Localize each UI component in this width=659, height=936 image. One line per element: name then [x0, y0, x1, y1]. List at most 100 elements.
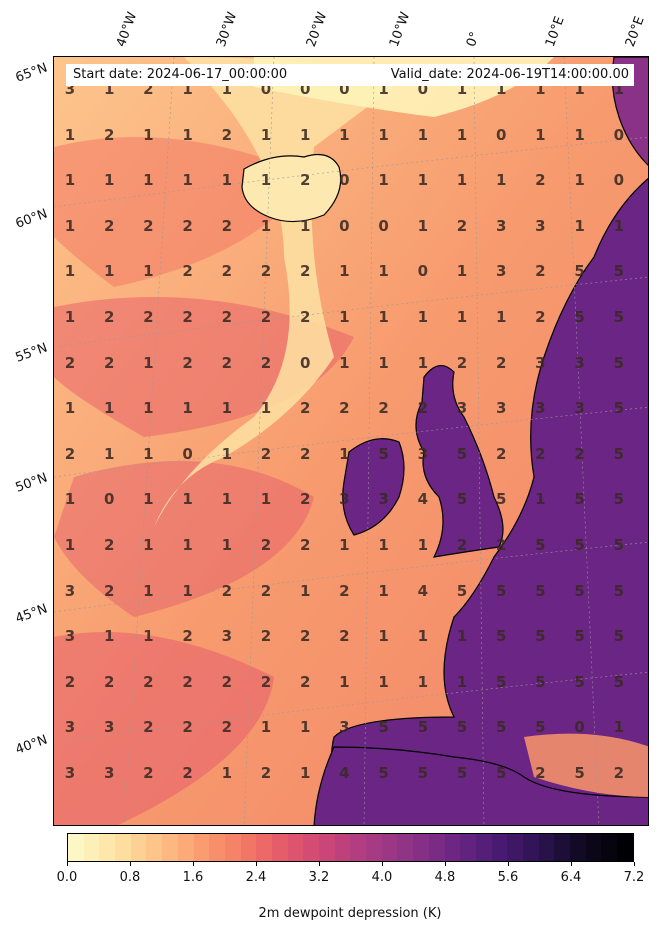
colorbar-segment	[303, 834, 319, 861]
grid-value: 1	[221, 171, 233, 190]
grid-value: 5	[613, 536, 625, 554]
grid-value: 1	[299, 718, 311, 737]
grid-value: 5	[613, 444, 625, 463]
grid-value: 1	[182, 581, 193, 600]
grid-value: 0	[299, 80, 311, 98]
grid-value: 3	[64, 627, 76, 646]
colorbar-segment	[460, 834, 476, 861]
grid-value: 1	[378, 308, 389, 326]
colorbar-segment	[334, 834, 351, 861]
grid-value: 2	[182, 353, 193, 372]
grid-value: 1	[143, 353, 154, 372]
grid-value: 2	[64, 353, 76, 372]
grid-value: 1	[143, 490, 154, 509]
grid-value: 2	[260, 536, 272, 554]
grid-value: 5	[535, 718, 546, 737]
grid-value: 0	[613, 125, 625, 144]
grid-value: 5	[535, 672, 546, 691]
grid-value: 1	[456, 627, 468, 646]
grid-value: 0	[495, 125, 507, 144]
grid-value: 2	[299, 536, 311, 554]
colorbar-segment	[83, 834, 100, 861]
grid-value: 1	[299, 216, 311, 235]
grid-value: 2	[378, 399, 389, 418]
grid-value: 2	[574, 444, 585, 463]
grid-value: 2	[143, 216, 154, 235]
grid-value: 2	[495, 444, 507, 463]
grid-value: 2	[182, 308, 193, 326]
grid-value: 5	[613, 490, 625, 509]
grid-value: 1	[260, 490, 272, 509]
grid-value: 1	[535, 125, 546, 144]
grid-value: 5	[574, 581, 585, 600]
grid-value: 1	[143, 536, 154, 554]
grid-value: 3	[64, 764, 76, 782]
grid-value: 1	[182, 125, 193, 144]
colorbar-tick-mark	[67, 862, 68, 866]
grid-value: 1	[64, 308, 76, 326]
grid-value: 5	[495, 764, 507, 782]
grid-value: 2	[299, 308, 311, 326]
colorbar-tick-mark	[445, 862, 446, 866]
grid-value: 2	[103, 672, 115, 691]
colorbar-label: 2m dewpoint depression (K)	[258, 906, 442, 921]
lon-label-10w: 10°W	[386, 10, 414, 49]
grid-value: 5	[613, 308, 625, 326]
lon-label-20e: 20°E	[622, 14, 648, 50]
colorbar-tick-mark	[508, 862, 509, 866]
grid-value: 1	[221, 536, 233, 554]
grid-value: 3	[103, 718, 115, 737]
grid-value: 1	[182, 399, 193, 418]
grid-value: 1	[103, 444, 115, 463]
colorbar-tick-mark	[382, 862, 383, 866]
grid-value: 1	[574, 171, 585, 190]
grid-value: 3	[339, 490, 350, 509]
grid-value: 3	[339, 718, 350, 737]
grid-value: 1	[417, 353, 429, 372]
grid-value: 1	[613, 80, 625, 98]
grid-value: 3	[456, 399, 468, 418]
colorbar-segment	[538, 834, 555, 861]
colorbar-tick-mark	[130, 862, 131, 866]
grid-value: 2	[299, 672, 311, 691]
grid-value: 0	[574, 718, 585, 737]
grid-value: 1	[378, 80, 389, 98]
grid-value: 1	[103, 171, 115, 190]
grid-value: 2	[182, 672, 193, 691]
grid-value: 2	[299, 490, 311, 509]
grid-value: 0	[417, 80, 429, 98]
grid-value: 2	[143, 718, 154, 737]
grid-value: 1	[574, 125, 585, 144]
grid-value: 1	[378, 627, 389, 646]
colorbar-segment	[444, 834, 461, 861]
grid-value: 4	[339, 764, 350, 782]
great-britain	[415, 365, 504, 558]
colorbar-segment	[381, 834, 398, 861]
grid-value: 3	[103, 764, 115, 782]
grid-value: 3	[64, 581, 76, 600]
grid-value: 1	[378, 262, 389, 281]
grid-value: 5	[574, 627, 585, 646]
grid-value: 3	[495, 262, 507, 281]
grid-value: 3	[535, 399, 546, 418]
grid-value: 5	[574, 490, 585, 509]
grid-value: 1	[535, 490, 546, 509]
grid-value: 1	[143, 581, 154, 600]
grid-value: 1	[339, 353, 350, 372]
colorbar-segment	[413, 834, 429, 861]
grid-value: 2	[221, 216, 233, 235]
grid-value: 1	[260, 399, 272, 418]
grid-value: 2	[535, 171, 546, 190]
grid-value: 0	[103, 490, 115, 509]
grid-value: 1	[456, 672, 468, 691]
grid-value: 1	[495, 171, 507, 190]
grid-value: 5	[574, 308, 585, 326]
grid-value: 3	[574, 399, 585, 418]
colorbar-segment	[617, 834, 633, 861]
grid-value: 3	[535, 353, 546, 372]
grid-value: 2	[103, 308, 115, 326]
grid-value: 1	[456, 171, 468, 190]
date-info-box: Start date: 2024-06-17_00:00:00 Valid_da…	[66, 64, 634, 86]
grid-value: 2	[299, 171, 311, 190]
grid-value: 2	[182, 262, 193, 281]
